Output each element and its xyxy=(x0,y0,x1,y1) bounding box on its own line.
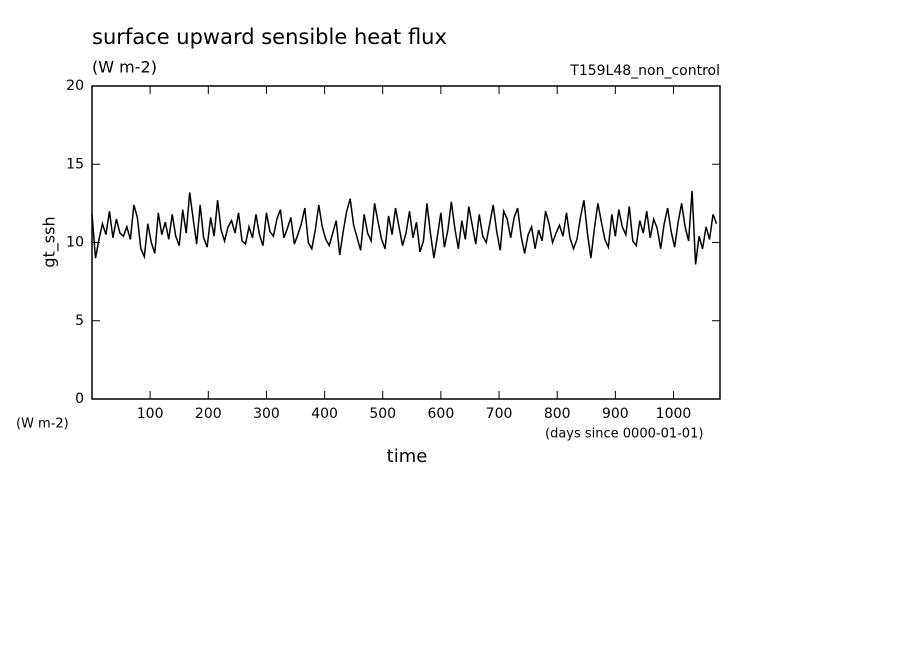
x-tick-label: 700 xyxy=(486,406,513,422)
x-tick-label: 1000 xyxy=(656,406,692,422)
chart-title: surface upward sensible heat flux xyxy=(92,25,447,49)
x-tick-label: 400 xyxy=(311,406,338,422)
x-tick-label: 500 xyxy=(369,406,396,422)
data-line xyxy=(91,190,718,265)
y-tick-label: 20 xyxy=(66,78,84,94)
y-tick-label: 0 xyxy=(75,391,84,407)
x-axis-label: time xyxy=(387,446,428,467)
x-tick-label: 200 xyxy=(195,406,222,422)
y-axis-unit: (W m-2) xyxy=(16,417,69,432)
experiment-label: T159L48_non_control xyxy=(569,63,720,79)
y-tick-label: 5 xyxy=(75,313,84,329)
x-tick-label: 800 xyxy=(544,406,571,422)
y-axis-label: gt_ssh xyxy=(40,216,60,267)
y-tick-label: 15 xyxy=(66,156,84,172)
y-tick-label: 10 xyxy=(66,235,84,251)
x-tick-label: 600 xyxy=(428,406,455,422)
x-tick-label: 300 xyxy=(253,406,280,422)
chart-subtitle: (W m-2) xyxy=(92,58,157,77)
x-axis-unit: (days since 0000-01-01) xyxy=(545,427,703,442)
plot-frame xyxy=(91,85,721,400)
x-tick-label: 900 xyxy=(602,406,629,422)
x-tick-label: 100 xyxy=(137,406,164,422)
